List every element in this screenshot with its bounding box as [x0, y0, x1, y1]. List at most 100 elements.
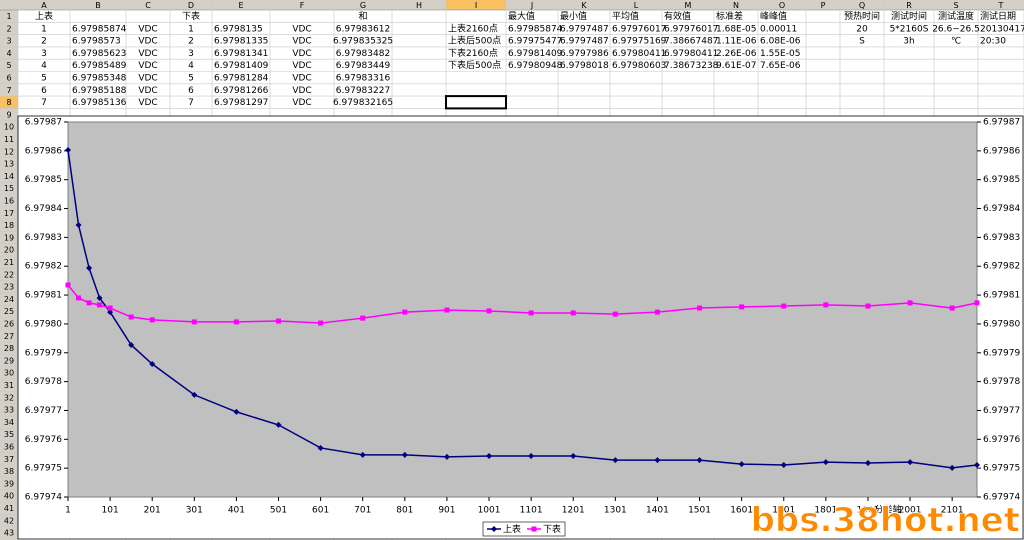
- cell-text[interactable]: 峰峰值: [760, 10, 787, 22]
- cell-text[interactable]: VDC: [292, 74, 311, 84]
- row-header[interactable]: 4: [6, 49, 11, 58]
- row-header[interactable]: 1: [6, 12, 11, 21]
- row-header[interactable]: 11: [4, 135, 14, 144]
- cell-text[interactable]: VDC: [292, 86, 311, 96]
- cell-text[interactable]: 7: [41, 98, 47, 108]
- cell-text[interactable]: 7: [188, 98, 194, 108]
- cell-text[interactable]: 6.97981297: [214, 98, 268, 108]
- cell-text[interactable]: 最大值: [508, 10, 535, 22]
- column-header[interactable]: N: [733, 1, 739, 10]
- cell-text[interactable]: VDC: [138, 49, 157, 59]
- row-header[interactable]: 26: [4, 320, 14, 329]
- cell-text[interactable]: 6.97980603: [612, 61, 666, 71]
- cell-text[interactable]: 6.9797986: [560, 49, 609, 59]
- cell-text[interactable]: VDC: [138, 37, 157, 47]
- cell-text[interactable]: 6.9797487: [560, 24, 609, 34]
- column-header[interactable]: E: [238, 1, 243, 10]
- cell-text[interactable]: 3h: [903, 37, 914, 47]
- cell-text[interactable]: 2: [41, 37, 47, 47]
- cell-text[interactable]: VDC: [138, 61, 157, 71]
- cell-text[interactable]: 6: [41, 86, 47, 96]
- column-header[interactable]: O: [779, 1, 785, 10]
- row-header[interactable]: 41: [4, 504, 14, 513]
- cell-text[interactable]: 7.38673238: [664, 61, 719, 71]
- cell-text[interactable]: 最小值: [560, 10, 587, 22]
- cell-text[interactable]: 标准差: [716, 10, 743, 22]
- cell-text[interactable]: 1.68E-05: [716, 24, 756, 34]
- row-header[interactable]: 29: [4, 356, 14, 365]
- column-header[interactable]: A: [41, 1, 47, 10]
- cell-text[interactable]: 6.97983449: [336, 61, 391, 71]
- cell-text[interactable]: VDC: [138, 98, 157, 108]
- cell-text[interactable]: 6.97983316: [336, 74, 391, 84]
- cell-text[interactable]: 6.97976017: [612, 24, 666, 34]
- row-header[interactable]: 7: [6, 86, 11, 95]
- cell-text[interactable]: 6.97983227: [336, 86, 390, 96]
- cell-text[interactable]: 下表: [182, 10, 200, 22]
- row-header[interactable]: 15: [4, 184, 14, 193]
- cell-text[interactable]: 6.97981284: [214, 74, 269, 84]
- row-header[interactable]: 34: [4, 418, 14, 427]
- row-header[interactable]: 33: [4, 406, 14, 415]
- cell-text[interactable]: 3: [41, 49, 47, 59]
- cell-text[interactable]: 1.11E-06: [716, 37, 757, 47]
- cell-text[interactable]: 测试时间: [891, 10, 927, 22]
- cell-text[interactable]: 6.97985623: [72, 49, 126, 59]
- cell-text[interactable]: 上表: [35, 10, 53, 22]
- row-header[interactable]: 19: [4, 233, 14, 242]
- cell-text[interactable]: 20130417: [980, 24, 1024, 34]
- row-header[interactable]: 8: [6, 98, 11, 107]
- cell-text[interactable]: 1: [188, 24, 194, 34]
- cell-text[interactable]: 有效值: [664, 10, 691, 22]
- row-header[interactable]: 31: [4, 381, 14, 390]
- column-header[interactable]: R: [906, 1, 912, 10]
- column-header[interactable]: G: [360, 1, 366, 10]
- column-header[interactable]: Q: [859, 1, 865, 10]
- cell-text[interactable]: 1: [41, 24, 47, 34]
- row-header[interactable]: 38: [4, 467, 14, 476]
- row-header[interactable]: 40: [4, 492, 14, 501]
- cell-text[interactable]: 6.9798573: [72, 37, 121, 47]
- cell-text[interactable]: VDC: [292, 37, 311, 47]
- cell-text[interactable]: 6.97981266: [214, 86, 269, 96]
- cell-text[interactable]: 5: [41, 74, 47, 84]
- cell-text[interactable]: 下表后500点: [448, 59, 501, 71]
- row-header[interactable]: 20: [4, 246, 14, 255]
- cell-text[interactable]: 6.97985874: [508, 24, 563, 34]
- cell-text[interactable]: VDC: [138, 74, 157, 84]
- cell-text[interactable]: 1.55E-05: [760, 49, 800, 59]
- row-header[interactable]: 12: [4, 147, 14, 156]
- row-header[interactable]: 43: [4, 529, 14, 538]
- column-header[interactable]: D: [188, 1, 194, 10]
- cell-text[interactable]: 6.97981409: [214, 61, 269, 71]
- row-header[interactable]: 2: [6, 24, 11, 33]
- row-header[interactable]: 16: [4, 197, 14, 206]
- column-header[interactable]: P: [821, 1, 826, 10]
- cell-text[interactable]: 7.65E-06: [760, 61, 801, 71]
- row-header[interactable]: 9: [6, 110, 11, 119]
- cell-text[interactable]: 7.38667487: [664, 37, 718, 47]
- cell-text[interactable]: 3: [188, 49, 194, 59]
- cell-text[interactable]: S: [859, 37, 865, 47]
- cell-text[interactable]: 4: [41, 61, 47, 71]
- cell-text[interactable]: 6.97983482: [336, 49, 390, 59]
- cell-text[interactable]: 6.97980411: [612, 49, 666, 59]
- cell-text[interactable]: 6.979835325: [333, 37, 393, 47]
- row-header[interactable]: 37: [4, 455, 14, 464]
- cell-text[interactable]: 下表2160点: [448, 47, 498, 59]
- column-header[interactable]: S: [953, 1, 958, 10]
- row-header[interactable]: 28: [4, 344, 14, 353]
- row-header[interactable]: 39: [4, 479, 14, 488]
- column-header[interactable]: B: [95, 1, 101, 10]
- cell-text[interactable]: 6.97975477: [508, 37, 562, 47]
- row-header[interactable]: 36: [4, 443, 14, 452]
- row-header[interactable]: 3: [6, 37, 11, 46]
- cell-text[interactable]: 测试温度: [938, 10, 974, 22]
- cell-text[interactable]: 6.97980411: [664, 49, 718, 59]
- row-header[interactable]: 22: [4, 270, 14, 279]
- column-header[interactable]: T: [998, 1, 1004, 10]
- cell-text[interactable]: 6.97976017: [664, 24, 718, 34]
- cell-text[interactable]: 6.97985874: [72, 24, 127, 34]
- cell-text[interactable]: 测试日期: [980, 10, 1016, 22]
- cell-text[interactable]: 上表后500点: [448, 35, 501, 47]
